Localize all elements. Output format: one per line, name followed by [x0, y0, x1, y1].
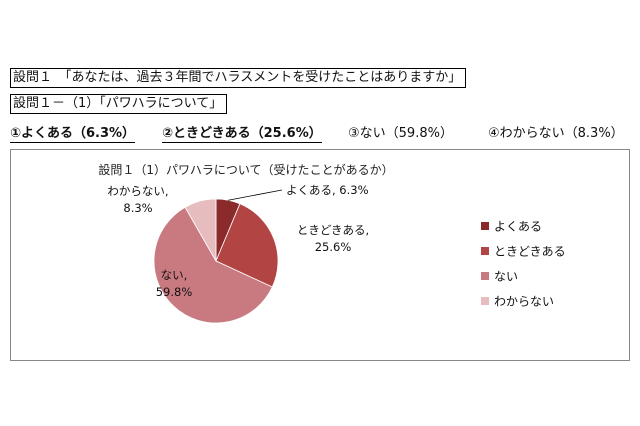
- legend-label-sometimes: ときどきある: [494, 245, 566, 259]
- answer-option-unknown: ④わからない（8.3%）: [488, 126, 624, 141]
- data-label-never: 59.8%: [156, 285, 193, 299]
- chart-title: 設問１（1）パワハラについて（受けたことがあるか）: [98, 162, 393, 177]
- pie-slice-unknown: [184, 198, 217, 263]
- question-title: 設問１ 「あなたは、過去３年間でハラスメントを受けたことはありますか」: [10, 68, 467, 88]
- data-label-unknown: 8.3%: [123, 201, 152, 215]
- pie-chart: 設問１（1）パワハラについて（受けたことがあるか） よくある, 6.3% ときどき…: [98, 162, 566, 324]
- legend-swatch-often: [481, 222, 489, 230]
- answer-option-often: ①よくある（6.3%）: [10, 122, 136, 143]
- pie-slice-never: [153, 206, 273, 324]
- answer-option-never: ③ない（59.8%）: [348, 126, 453, 141]
- data-label-unknown: わからない,: [107, 184, 168, 198]
- data-label-often: よくある, 6.3%: [286, 183, 369, 197]
- legend-label-unknown: わからない: [494, 295, 554, 309]
- legend-swatch-sometimes: [481, 247, 489, 255]
- legend-label-never: ない: [494, 270, 518, 284]
- data-label-sometimes: ときどきある,: [297, 223, 369, 237]
- legend-swatch-never: [481, 272, 489, 280]
- answer-option-sometimes: ②ときどきある（25.6%）: [162, 122, 322, 143]
- pie-slice-sometimes: [215, 203, 279, 288]
- answer-summary: ①よくある（6.3%） ②ときどきある（25.6%） ③ない（59.8%） ④わ…: [10, 120, 635, 143]
- data-label-sometimes: 25.6%: [315, 240, 352, 254]
- question-subtitle: 設問１－（1）「パワハラについて」: [10, 94, 228, 114]
- legend-label-often: よくある: [494, 220, 542, 234]
- data-label-never: ない,: [161, 268, 188, 282]
- chart-area: 設問１（1）パワハラについて（受けたことがあるか） よくある, 6.3% ときどき…: [10, 149, 630, 361]
- legend-swatch-unknown: [481, 297, 489, 305]
- leader-line-often: [228, 189, 283, 201]
